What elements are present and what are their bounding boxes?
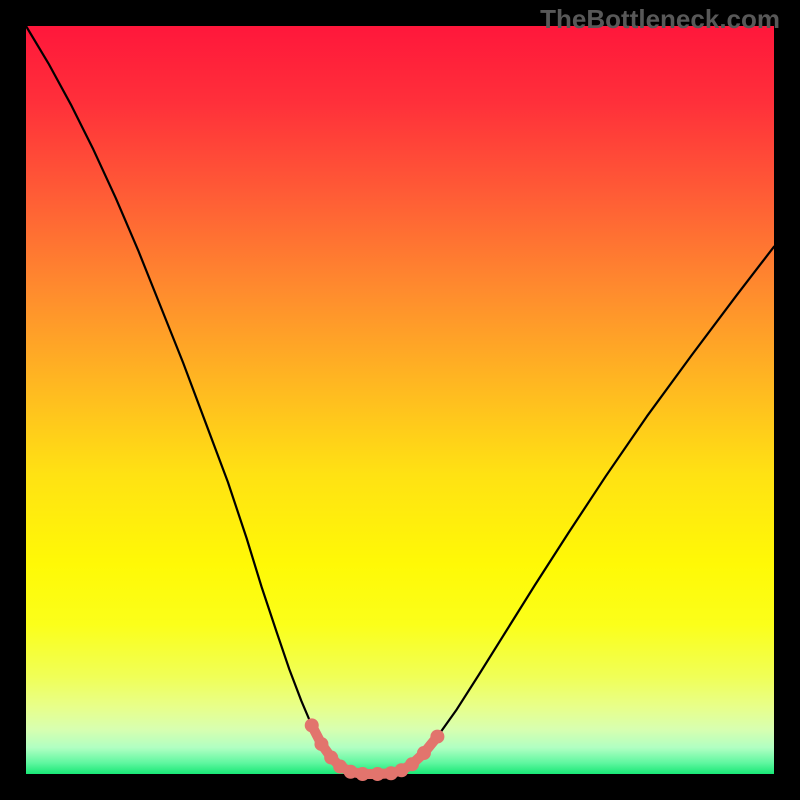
optimal-range-dot xyxy=(314,737,328,751)
bottleneck-curve-chart xyxy=(0,0,800,800)
optimal-range-dot xyxy=(405,757,419,771)
optimal-range-dot xyxy=(417,746,431,760)
optimal-range-dot xyxy=(430,730,444,744)
chart-frame: TheBottleneck.com xyxy=(0,0,800,800)
optimal-range-dot xyxy=(356,767,370,781)
optimal-range-dot xyxy=(305,718,319,732)
optimal-range-dot xyxy=(371,767,385,781)
optimal-range-dot xyxy=(344,765,358,779)
